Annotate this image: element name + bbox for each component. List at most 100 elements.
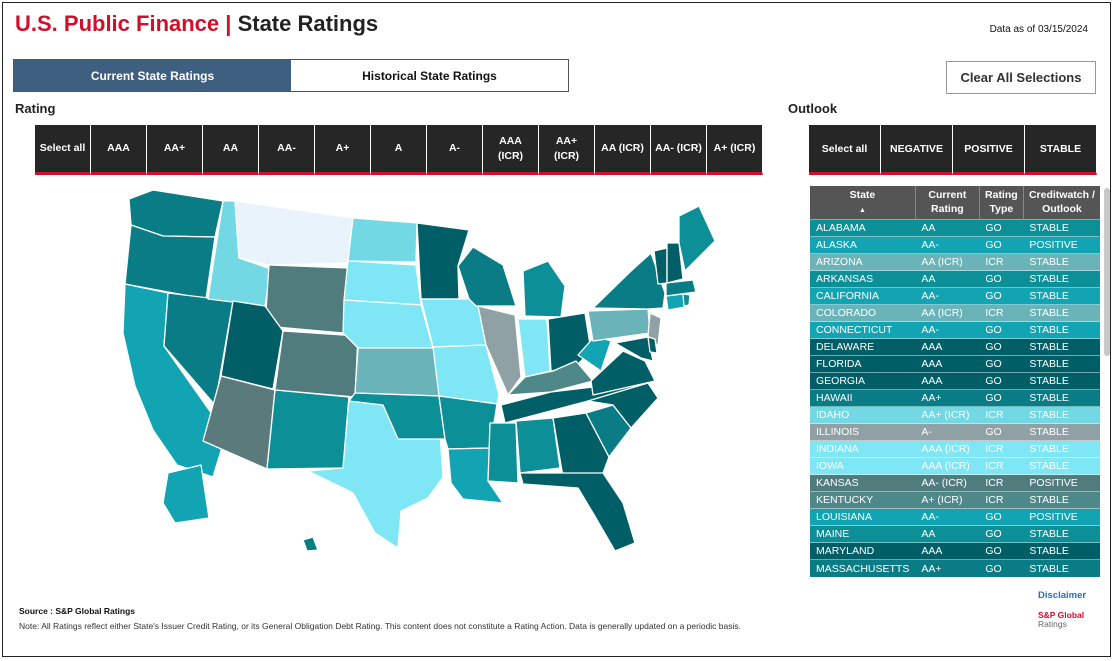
- map-state-il[interactable]: [477, 305, 522, 396]
- map-state-mn[interactable]: [416, 222, 470, 300]
- rating-filter-aa-button[interactable]: AA+: [147, 125, 203, 175]
- cell-type: GO: [979, 559, 1024, 577]
- table-row[interactable]: MARYLAND AAA GO STABLE: [810, 542, 1100, 560]
- cell-state: GEORGIA: [810, 372, 916, 390]
- map-state-mi[interactable]: [522, 260, 566, 318]
- scrollbar-thumb[interactable]: [1104, 188, 1110, 356]
- rating-filter-a-button[interactable]: A: [371, 125, 427, 175]
- table-row[interactable]: ARKANSAS AA GO STABLE: [810, 270, 1100, 288]
- map-state-me[interactable]: [678, 205, 716, 272]
- map-state-or[interactable]: [124, 224, 216, 300]
- column-header-outlook[interactable]: Creditwatch / Outlook: [1023, 186, 1100, 220]
- map-state-co[interactable]: [274, 330, 359, 398]
- rating-filter-select-all-button[interactable]: Select all: [35, 125, 91, 175]
- map-state-ma[interactable]: [665, 279, 697, 297]
- map-state-al[interactable]: [515, 417, 561, 474]
- title-brand: U.S. Public Finance: [15, 11, 220, 36]
- table-row[interactable]: CALIFORNIA AA- GO STABLE: [810, 287, 1100, 305]
- map-state-wv[interactable]: [577, 335, 612, 372]
- map-state-ak[interactable]: [162, 464, 210, 524]
- table-row[interactable]: LOUISIANA AA- GO POSITIVE: [810, 508, 1100, 526]
- map-state-va[interactable]: [590, 350, 656, 396]
- table-row[interactable]: COLORADO AA (ICR) ICR STABLE: [810, 304, 1100, 322]
- map-state-in[interactable]: [517, 318, 551, 378]
- clear-all-selections-button[interactable]: Clear All Selections: [946, 61, 1096, 94]
- table-scrollbar[interactable]: [1102, 186, 1112, 580]
- map-state-oh[interactable]: [547, 312, 592, 372]
- rating-filter-a-button[interactable]: A+: [315, 125, 371, 175]
- table-row[interactable]: KENTUCKY A+ (ICR) ICR STABLE: [810, 491, 1100, 509]
- table-row[interactable]: IDAHO AA+ (ICR) ICR STABLE: [810, 406, 1100, 424]
- map-state-md[interactable]: [614, 336, 654, 362]
- note-text: Note: All Ratings reflect either State's…: [19, 621, 741, 631]
- map-state-mo[interactable]: [432, 344, 500, 405]
- sort-up-icon[interactable]: ▲: [858, 206, 866, 214]
- map-state-hi[interactable]: [302, 536, 319, 552]
- map-state-ar[interactable]: [438, 395, 498, 450]
- map-state-ks[interactable]: [354, 347, 440, 397]
- table-row[interactable]: ALABAMA AA GO STABLE: [810, 219, 1100, 237]
- column-header-state[interactable]: State ▲: [810, 186, 916, 220]
- map-state-fl[interactable]: [519, 472, 636, 552]
- table-row[interactable]: ALASKA AA- GO POSITIVE: [810, 236, 1100, 254]
- map-state-ne[interactable]: [342, 299, 434, 349]
- table-row[interactable]: DELAWARE AAA GO STABLE: [810, 338, 1100, 356]
- cell-type: GO: [979, 542, 1024, 560]
- table-row[interactable]: CONNECTICUT AA- GO STABLE: [810, 321, 1100, 339]
- table-row[interactable]: IOWA AAA (ICR) ICR STABLE: [810, 457, 1100, 475]
- rating-filter-aa-icr-button[interactable]: AA (ICR): [595, 125, 651, 175]
- table-row[interactable]: MAINE AA GO STABLE: [810, 525, 1100, 543]
- cell-type: ICR: [979, 474, 1024, 492]
- disclaimer-link[interactable]: Disclaimer: [1038, 590, 1087, 601]
- map-state-nh[interactable]: [666, 242, 684, 284]
- map-state-wi[interactable]: [457, 246, 517, 307]
- map-state-nc[interactable]: [587, 382, 659, 429]
- cell-rating: AAA: [915, 355, 980, 373]
- table-row[interactable]: FLORIDA AAA GO STABLE: [810, 355, 1100, 373]
- map-state-ny[interactable]: [592, 252, 666, 310]
- map-state-ct[interactable]: [665, 293, 686, 311]
- rating-filter-a-icr-button[interactable]: A+ (ICR): [707, 125, 763, 175]
- rating-filter-aa-icr-button[interactable]: AA+ (ICR): [539, 125, 595, 175]
- table-row[interactable]: KANSAS AA- (ICR) ICR POSITIVE: [810, 474, 1100, 492]
- map-state-ri[interactable]: [682, 293, 691, 307]
- map-state-ut[interactable]: [220, 300, 284, 390]
- cell-state: KANSAS: [810, 474, 916, 492]
- tab-historical-state-ratings[interactable]: Historical State Ratings: [291, 60, 568, 91]
- outlook-filter-negative-button[interactable]: NEGATIVE: [881, 125, 953, 175]
- rating-filter-aa-icr-button[interactable]: AA- (ICR): [651, 125, 707, 175]
- map-state-nd[interactable]: [347, 217, 418, 263]
- column-header-rating-type[interactable]: Rating Type: [979, 186, 1024, 220]
- cell-outlook: STABLE: [1023, 457, 1100, 475]
- cell-type: GO: [979, 355, 1024, 373]
- rating-filter-aaa-icr-button[interactable]: AAA (ICR): [483, 125, 539, 175]
- map-state-ms[interactable]: [487, 422, 519, 484]
- cell-outlook: STABLE: [1023, 440, 1100, 458]
- tab-current-state-ratings[interactable]: Current State Ratings: [14, 60, 291, 91]
- cell-rating: AA: [915, 219, 980, 237]
- table-row[interactable]: INDIANA AAA (ICR) ICR STABLE: [810, 440, 1100, 458]
- map-state-mt[interactable]: [234, 200, 354, 266]
- table-row[interactable]: ILLINOIS A- GO STABLE: [810, 423, 1100, 441]
- rating-filter-aaa-button[interactable]: AAA: [91, 125, 147, 175]
- cell-outlook: STABLE: [1023, 542, 1100, 560]
- table-row[interactable]: MASSACHUSETTS AA+ GO STABLE: [810, 559, 1100, 577]
- map-state-sd[interactable]: [343, 260, 422, 306]
- outlook-filter-positive-button[interactable]: POSITIVE: [953, 125, 1025, 175]
- table-row[interactable]: HAWAII AA+ GO STABLE: [810, 389, 1100, 407]
- rating-filter-aa-button[interactable]: AA: [203, 125, 259, 175]
- table-row[interactable]: GEORGIA AAA GO STABLE: [810, 372, 1100, 390]
- map-state-ga[interactable]: [552, 412, 610, 478]
- map-state-pa[interactable]: [587, 308, 651, 342]
- cell-outlook: STABLE: [1023, 304, 1100, 322]
- rating-filter-aa-button[interactable]: AA-: [259, 125, 315, 175]
- map-state-de[interactable]: [647, 336, 658, 354]
- outlook-filter-select-all-button[interactable]: Select all: [809, 125, 881, 175]
- map-state-nm[interactable]: [266, 389, 350, 470]
- table-row[interactable]: ARIZONA AA (ICR) ICR STABLE: [810, 253, 1100, 271]
- cell-outlook: STABLE: [1023, 253, 1100, 271]
- rating-filter-a-button[interactable]: A-: [427, 125, 483, 175]
- outlook-filter-stable-button[interactable]: STABLE: [1025, 125, 1097, 175]
- column-header-current-rating[interactable]: Current Rating: [915, 186, 980, 220]
